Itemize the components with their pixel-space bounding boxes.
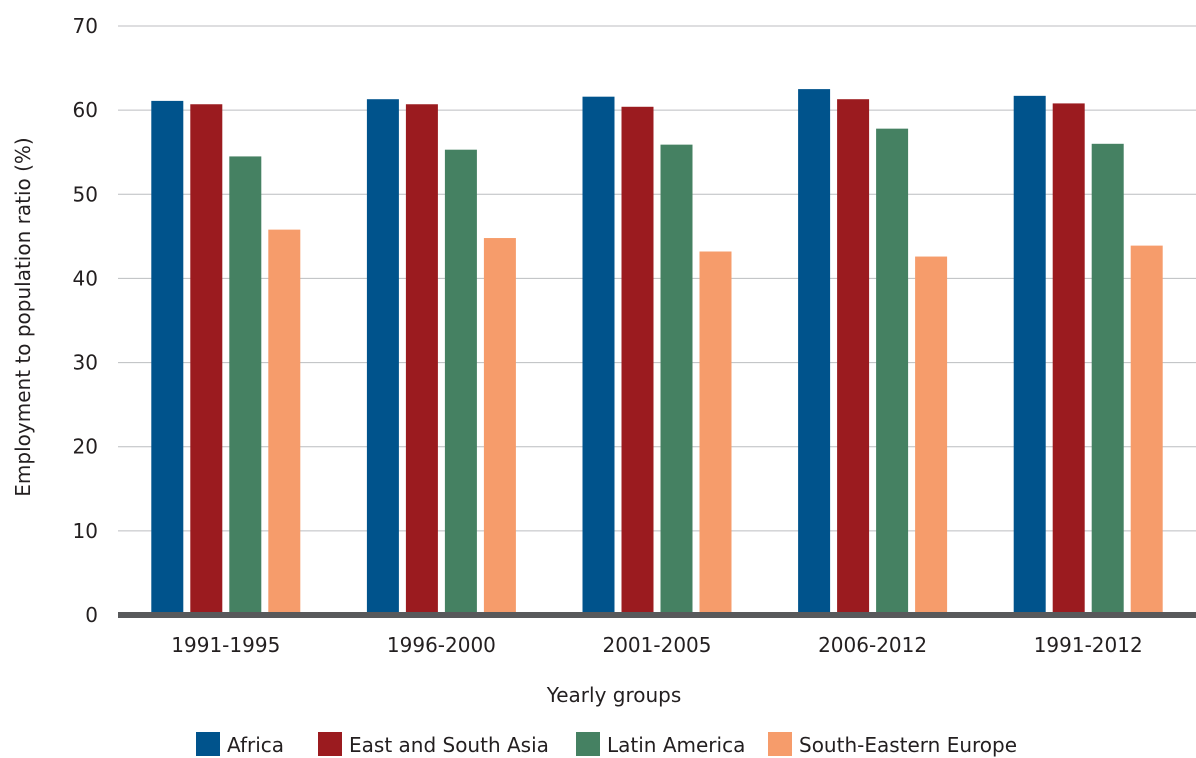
legend-label: Latin America	[607, 733, 745, 757]
x-tick-label: 2006-2012	[818, 633, 927, 657]
legend-swatch	[768, 732, 792, 756]
bar-east-and-south-asia	[190, 104, 223, 613]
y-tick-label: 20	[73, 435, 98, 459]
bar-south-eastern-europe	[268, 229, 301, 613]
bar-africa	[798, 89, 831, 614]
bar-latin-america	[1091, 143, 1124, 614]
legend-swatch	[576, 732, 600, 756]
y-axis-title: Employment to population ratio (%)	[11, 137, 35, 496]
bar-africa	[582, 96, 615, 614]
legend-label: East and South Asia	[349, 733, 549, 757]
bar-south-eastern-europe	[483, 238, 516, 614]
bar-africa	[366, 99, 399, 613]
x-tick-label: 2001-2005	[602, 633, 711, 657]
bars	[151, 89, 1163, 614]
legend-swatch	[318, 732, 342, 756]
x-axis-ticks: 1991-1995 1996-2000 2001-2005 2006-2012 1991…	[171, 633, 1142, 657]
bar-south-eastern-europe	[1130, 245, 1163, 613]
bar-south-eastern-europe	[915, 256, 948, 613]
x-tick-label: 1991-1995	[171, 633, 280, 657]
y-tick-label: 60	[73, 98, 98, 122]
x-tick-label: 1996-2000	[387, 633, 496, 657]
y-tick-label: 70	[73, 14, 98, 38]
bar-east-and-south-asia	[1052, 103, 1085, 613]
legend-swatch	[196, 732, 220, 756]
y-tick-label: 0	[85, 603, 98, 627]
bar-south-eastern-europe	[699, 251, 732, 613]
legend-label: Africa	[227, 733, 284, 757]
y-tick-label: 10	[73, 519, 98, 543]
bar-africa	[151, 100, 184, 613]
y-tick-label: 50	[73, 182, 98, 206]
bar-east-and-south-asia	[405, 104, 438, 613]
x-axis-title: Yearly groups	[546, 683, 682, 707]
bar-latin-america	[660, 144, 693, 614]
bar-latin-america	[876, 128, 909, 613]
bar-east-and-south-asia	[837, 99, 870, 613]
y-tick-label: 30	[73, 351, 98, 375]
x-tick-label: 1991-2012	[1034, 633, 1143, 657]
bar-latin-america	[229, 156, 262, 613]
bar-east-and-south-asia	[621, 106, 654, 613]
bar-latin-america	[444, 149, 477, 613]
y-axis-ticks: 0 10 20 30 40 50 60 70	[73, 14, 98, 627]
legend-label: South-Eastern Europe	[799, 733, 1017, 757]
legend: Africa East and South Asia Latin America So…	[196, 732, 1017, 757]
y-tick-label: 40	[73, 266, 98, 290]
bar-africa	[1013, 95, 1046, 614]
